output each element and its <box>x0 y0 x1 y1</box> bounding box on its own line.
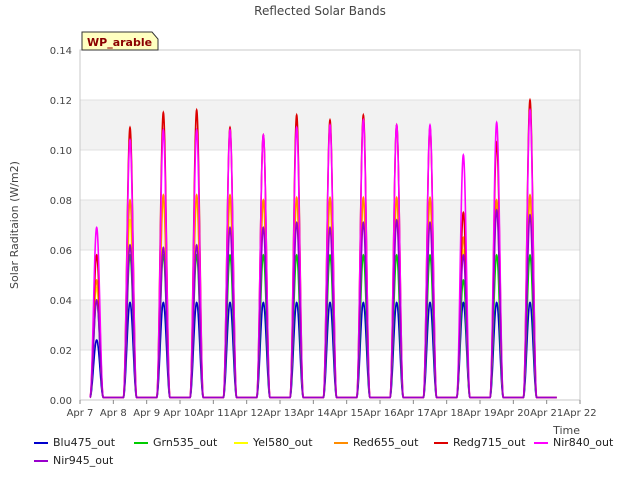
x-axis-label: Time <box>552 424 580 437</box>
legend-label: Blu475_out <box>53 436 116 449</box>
y-tick-label: 0.06 <box>50 246 72 257</box>
legend-item: Red655_out <box>334 436 418 449</box>
site-label-box: WP_arable <box>81 31 159 51</box>
legend-item: Nir945_out <box>34 454 113 467</box>
y-tick-label: 0.02 <box>50 346 72 357</box>
y-tick-label: 0.10 <box>50 146 72 157</box>
x-tick-label: Apr 17 <box>397 408 430 419</box>
legend-item: Grn535_out <box>134 436 217 449</box>
x-tick-label: Apr 12 <box>230 408 263 419</box>
x-tick-label: Apr 20 <box>497 408 530 419</box>
y-ticks: 0.00 0.02 0.04 0.06 0.08 0.10 0.12 0.14 <box>50 46 72 407</box>
legend-item: Nir840_out <box>534 436 613 449</box>
y-tick-label: 0.08 <box>50 196 72 207</box>
x-ticks: Apr 7 Apr 8 Apr 9 Apr 10 Apr 11 Apr 12 Apr 13 A… <box>67 400 597 419</box>
plot-frame <box>79 49 581 401</box>
series-lines <box>89 97 557 399</box>
background-band <box>80 200 580 250</box>
y-axis-label: Solar Raditaion (W/m2) <box>8 161 21 289</box>
x-tick-label: Apr 7 <box>67 408 94 419</box>
legend-swatch <box>34 460 48 462</box>
legend-label: Redg715_out <box>453 436 526 449</box>
series-line-Nir945_out <box>89 208 557 399</box>
background-bands <box>80 100 580 350</box>
x-tick-label: Apr 8 <box>100 408 127 419</box>
legend-label: Yel580_out <box>253 436 313 449</box>
y-tick-label: 0.00 <box>50 396 72 407</box>
x-tick-label: Apr 10 <box>163 408 196 419</box>
legend-swatch <box>34 442 48 444</box>
legend-item: Redg715_out <box>434 436 525 449</box>
legend-swatch <box>334 442 348 444</box>
x-tick-label: Apr 16 <box>363 408 396 419</box>
legend-swatch <box>534 442 548 444</box>
x-tick-label: Apr 19 <box>463 408 496 419</box>
x-tick-label: Apr 15 <box>330 408 363 419</box>
legend-swatch <box>434 442 448 444</box>
x-tick-label: Apr 9 <box>133 408 160 419</box>
legend-swatch <box>134 442 148 444</box>
y-tick-label: 0.12 <box>50 96 72 107</box>
x-tick-label: Apr 22 <box>563 408 596 419</box>
legend-label: Nir945_out <box>53 454 114 467</box>
background-band <box>80 300 580 350</box>
y-tick-label: 0.14 <box>50 46 72 57</box>
legend-label: Grn535_out <box>153 436 218 449</box>
x-tick-label: Apr 11 <box>197 408 230 419</box>
x-tick-label: Apr 21 <box>530 408 563 419</box>
x-tick-label: Apr 18 <box>430 408 463 419</box>
chart-title: Reflected Solar Bands <box>254 4 386 18</box>
site-label: WP_arable <box>87 36 152 49</box>
legend-item: Blu475_out <box>34 436 115 449</box>
legend-label: Red655_out <box>353 436 419 449</box>
legend-label: Nir840_out <box>553 436 614 449</box>
legend-item: Yel580_out <box>234 436 313 449</box>
y-tick-label: 0.04 <box>50 296 72 307</box>
x-tick-label: Apr 14 <box>297 408 330 419</box>
x-tick-label: Apr 13 <box>263 408 296 419</box>
legend-swatch <box>234 442 248 444</box>
